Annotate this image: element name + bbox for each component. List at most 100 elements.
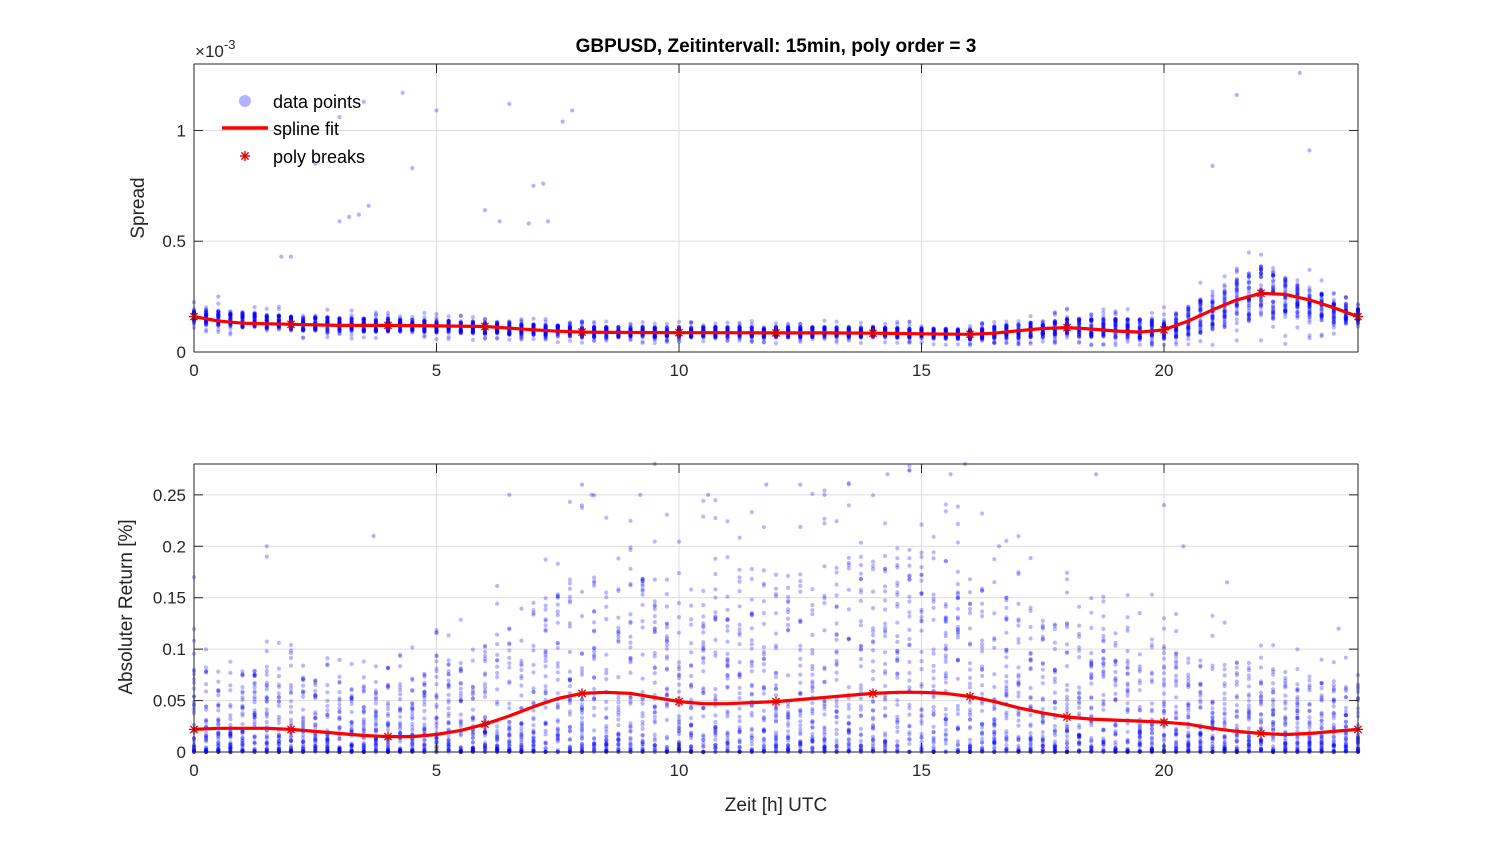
data-point bbox=[446, 700, 451, 705]
data-point bbox=[240, 685, 245, 690]
data-point bbox=[349, 327, 354, 333]
data-point bbox=[337, 702, 342, 707]
data-point bbox=[361, 318, 366, 324]
data-point bbox=[1186, 332, 1191, 337]
data-point bbox=[470, 658, 475, 663]
data-point bbox=[204, 310, 209, 315]
data-point bbox=[240, 689, 245, 694]
data-point bbox=[313, 315, 318, 320]
data-point bbox=[373, 318, 378, 323]
data-point bbox=[240, 311, 245, 316]
data-point bbox=[313, 328, 318, 333]
data-point bbox=[1258, 309, 1264, 314]
data-point bbox=[410, 740, 415, 745]
data-point bbox=[664, 340, 670, 345]
data-point bbox=[385, 328, 391, 333]
data-point bbox=[1319, 293, 1324, 298]
data-point bbox=[1258, 271, 1264, 277]
data-point bbox=[216, 722, 221, 728]
data-point bbox=[349, 327, 354, 332]
data-point bbox=[216, 733, 221, 738]
data-point bbox=[470, 647, 475, 652]
data-point bbox=[240, 318, 245, 323]
data-point bbox=[422, 326, 427, 331]
data-point bbox=[592, 319, 597, 324]
data-point bbox=[373, 317, 378, 322]
data-point bbox=[325, 327, 330, 332]
data-point bbox=[410, 327, 415, 332]
data-point bbox=[252, 747, 257, 752]
data-point bbox=[264, 318, 269, 323]
data-point bbox=[349, 316, 354, 321]
data-point bbox=[216, 679, 221, 684]
data-point bbox=[288, 691, 294, 696]
data-point bbox=[410, 716, 415, 721]
data-point bbox=[470, 696, 475, 701]
data-point bbox=[373, 327, 378, 332]
data-point bbox=[204, 307, 209, 313]
data-point bbox=[373, 691, 378, 697]
data-point bbox=[422, 310, 427, 315]
data-point bbox=[240, 697, 245, 703]
data-point bbox=[422, 328, 427, 333]
data-point bbox=[288, 315, 294, 320]
data-point bbox=[846, 325, 851, 330]
data-point bbox=[361, 745, 366, 750]
data-point bbox=[216, 323, 221, 328]
data-point bbox=[482, 336, 488, 341]
data-point bbox=[1101, 310, 1106, 316]
data-point bbox=[1271, 266, 1276, 271]
data-point bbox=[640, 339, 645, 344]
data-point bbox=[446, 678, 451, 683]
data-point bbox=[276, 314, 281, 319]
data-point bbox=[786, 323, 791, 328]
data-point bbox=[398, 318, 403, 323]
data-point bbox=[1052, 334, 1057, 339]
data-point bbox=[349, 720, 354, 725]
data-point bbox=[531, 332, 536, 337]
data-point-outlier bbox=[337, 219, 342, 224]
data-point bbox=[264, 325, 269, 330]
data-point bbox=[349, 688, 354, 693]
data-point bbox=[434, 682, 439, 687]
data-point bbox=[385, 317, 391, 322]
data-point bbox=[276, 703, 281, 708]
data-point bbox=[385, 316, 391, 321]
data-point bbox=[288, 314, 294, 320]
data-point bbox=[240, 317, 245, 322]
data-point bbox=[943, 336, 948, 341]
data-point bbox=[458, 686, 463, 691]
data-point bbox=[385, 310, 391, 315]
data-point bbox=[398, 319, 403, 325]
data-point bbox=[301, 336, 306, 341]
data-point bbox=[470, 315, 475, 320]
data-point bbox=[240, 323, 245, 328]
data-point-outlier bbox=[216, 294, 221, 299]
data-point-outlier bbox=[482, 208, 488, 213]
data-point bbox=[1028, 341, 1033, 346]
data-point bbox=[301, 715, 306, 720]
data-point bbox=[288, 327, 294, 332]
data-point bbox=[410, 318, 415, 323]
data-point bbox=[1016, 334, 1021, 339]
data-point bbox=[361, 328, 366, 333]
data-point bbox=[264, 318, 269, 323]
data-point bbox=[264, 318, 269, 323]
data-point bbox=[470, 328, 475, 333]
data-point bbox=[373, 317, 378, 322]
data-point bbox=[252, 697, 257, 702]
data-point bbox=[373, 701, 378, 706]
data-point bbox=[434, 702, 439, 708]
data-point bbox=[543, 333, 548, 338]
data-point bbox=[1222, 310, 1227, 315]
data-point bbox=[313, 314, 318, 319]
data-point bbox=[458, 681, 463, 686]
data-point bbox=[313, 722, 318, 727]
data-point bbox=[337, 320, 342, 325]
data-point bbox=[349, 308, 354, 313]
data-point bbox=[1089, 312, 1094, 317]
data-point bbox=[1234, 321, 1239, 326]
data-point bbox=[228, 323, 233, 329]
data-point bbox=[385, 328, 391, 333]
data-point bbox=[301, 328, 306, 333]
